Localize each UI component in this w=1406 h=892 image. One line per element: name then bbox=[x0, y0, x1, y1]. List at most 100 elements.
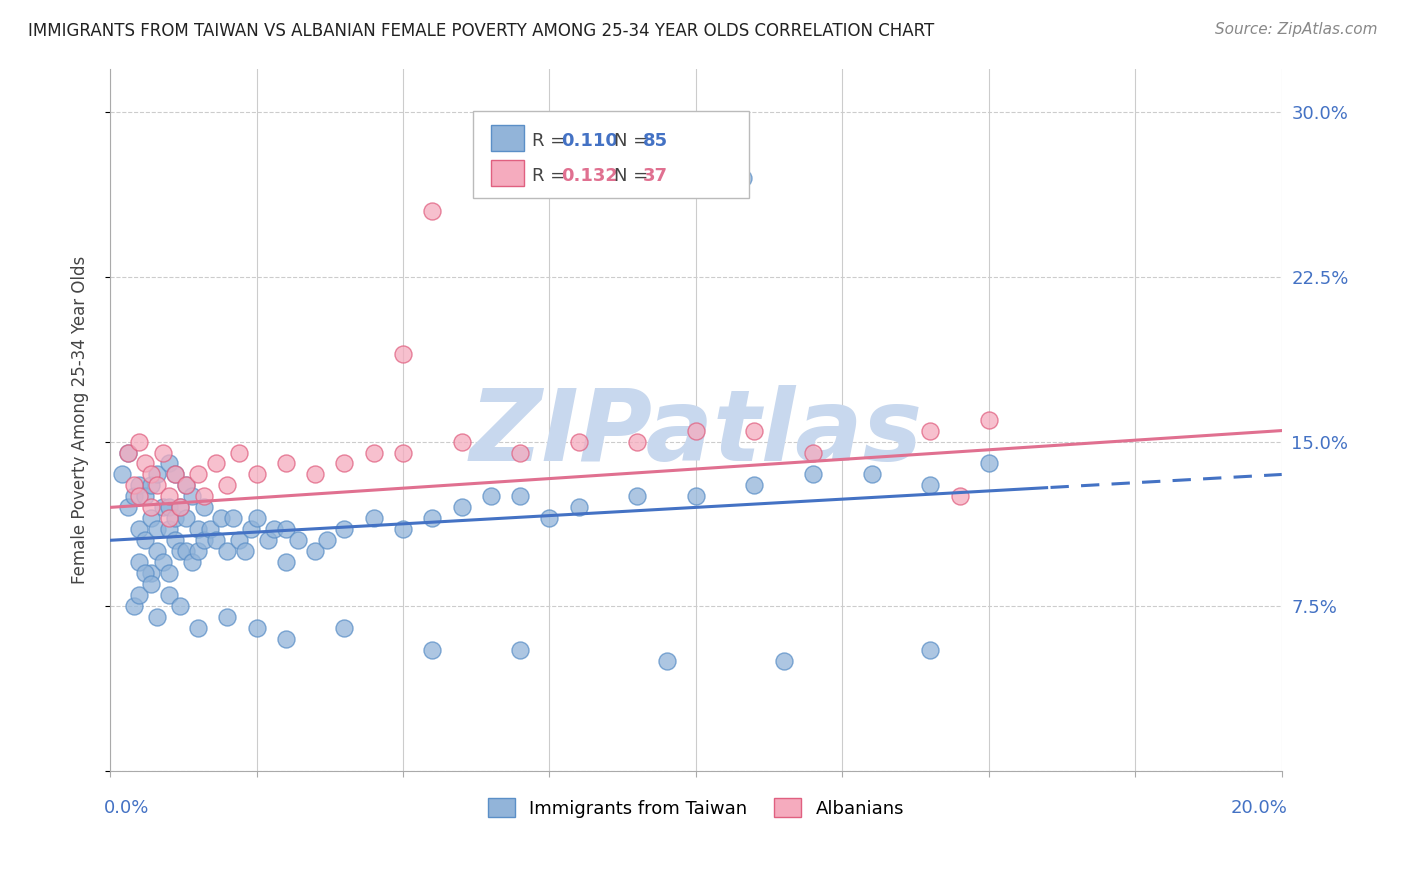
Point bbox=[920, 478, 942, 492]
Point bbox=[187, 467, 209, 482]
Legend: Immigrants from Taiwan, Albanians: Immigrants from Taiwan, Albanians bbox=[481, 791, 911, 825]
Text: N =: N = bbox=[614, 167, 654, 185]
Point bbox=[450, 434, 472, 449]
Point bbox=[420, 643, 443, 657]
Point bbox=[744, 424, 766, 438]
Point bbox=[509, 445, 531, 459]
Point bbox=[274, 555, 297, 569]
Point bbox=[239, 522, 262, 536]
Point bbox=[801, 467, 824, 482]
Point bbox=[977, 457, 1000, 471]
Point bbox=[744, 478, 766, 492]
Point bbox=[181, 555, 204, 569]
Text: R =: R = bbox=[531, 167, 571, 185]
Point bbox=[174, 478, 197, 492]
Point bbox=[363, 511, 385, 525]
Point bbox=[304, 467, 326, 482]
Point bbox=[685, 490, 707, 504]
Point bbox=[245, 621, 267, 635]
Point bbox=[139, 500, 162, 515]
Point bbox=[157, 500, 180, 515]
Y-axis label: Female Poverty Among 25-34 Year Olds: Female Poverty Among 25-34 Year Olds bbox=[72, 255, 89, 583]
Point bbox=[257, 533, 280, 548]
Point bbox=[333, 522, 356, 536]
Point bbox=[245, 467, 267, 482]
FancyBboxPatch shape bbox=[474, 111, 748, 198]
Point bbox=[134, 533, 156, 548]
Point bbox=[163, 511, 186, 525]
Point bbox=[626, 434, 648, 449]
Point bbox=[538, 511, 561, 525]
Point bbox=[187, 621, 209, 635]
Point bbox=[392, 347, 415, 361]
Point bbox=[146, 467, 169, 482]
Point bbox=[174, 544, 197, 558]
Point bbox=[152, 555, 174, 569]
Point bbox=[122, 490, 145, 504]
Point bbox=[274, 522, 297, 536]
Point bbox=[139, 577, 162, 591]
Point bbox=[193, 490, 215, 504]
Text: N =: N = bbox=[614, 132, 654, 150]
Point bbox=[152, 445, 174, 459]
Point bbox=[139, 478, 162, 492]
Point bbox=[122, 478, 145, 492]
Point bbox=[134, 490, 156, 504]
Point bbox=[163, 533, 186, 548]
Point bbox=[157, 490, 180, 504]
Point bbox=[152, 500, 174, 515]
Point bbox=[169, 500, 191, 515]
Text: ZIPatlas: ZIPatlas bbox=[470, 385, 922, 483]
Point bbox=[117, 445, 139, 459]
Point bbox=[509, 490, 531, 504]
Point bbox=[948, 490, 970, 504]
Point bbox=[181, 490, 204, 504]
Text: 85: 85 bbox=[643, 132, 668, 150]
Point bbox=[655, 654, 678, 668]
Point bbox=[245, 511, 267, 525]
Point bbox=[146, 544, 169, 558]
Point bbox=[731, 171, 754, 186]
Point bbox=[139, 566, 162, 581]
Point bbox=[315, 533, 337, 548]
Point bbox=[187, 522, 209, 536]
Text: Source: ZipAtlas.com: Source: ZipAtlas.com bbox=[1215, 22, 1378, 37]
Point bbox=[772, 654, 794, 668]
Point bbox=[204, 533, 226, 548]
Point bbox=[139, 467, 162, 482]
Point bbox=[479, 490, 502, 504]
Point bbox=[568, 500, 591, 515]
Point bbox=[169, 599, 191, 614]
Point bbox=[333, 621, 356, 635]
Point bbox=[217, 610, 239, 624]
Point bbox=[169, 544, 191, 558]
Point bbox=[122, 599, 145, 614]
Point bbox=[233, 544, 256, 558]
Point bbox=[157, 566, 180, 581]
Point bbox=[363, 445, 385, 459]
Point bbox=[117, 500, 139, 515]
Point bbox=[685, 424, 707, 438]
Point bbox=[128, 490, 150, 504]
Point bbox=[860, 467, 883, 482]
Point bbox=[134, 457, 156, 471]
Point bbox=[420, 204, 443, 219]
Point bbox=[146, 522, 169, 536]
Point bbox=[128, 478, 150, 492]
Point bbox=[209, 511, 232, 525]
Point bbox=[157, 457, 180, 471]
Point bbox=[146, 610, 169, 624]
Point bbox=[977, 412, 1000, 426]
Text: R =: R = bbox=[531, 132, 571, 150]
Point bbox=[920, 643, 942, 657]
Point bbox=[139, 511, 162, 525]
Point bbox=[128, 434, 150, 449]
FancyBboxPatch shape bbox=[491, 125, 523, 152]
Text: 0.132: 0.132 bbox=[561, 167, 619, 185]
Text: 0.0%: 0.0% bbox=[104, 799, 149, 817]
Point bbox=[163, 467, 186, 482]
Point bbox=[157, 511, 180, 525]
Point bbox=[217, 544, 239, 558]
Point bbox=[568, 434, 591, 449]
Point bbox=[333, 457, 356, 471]
